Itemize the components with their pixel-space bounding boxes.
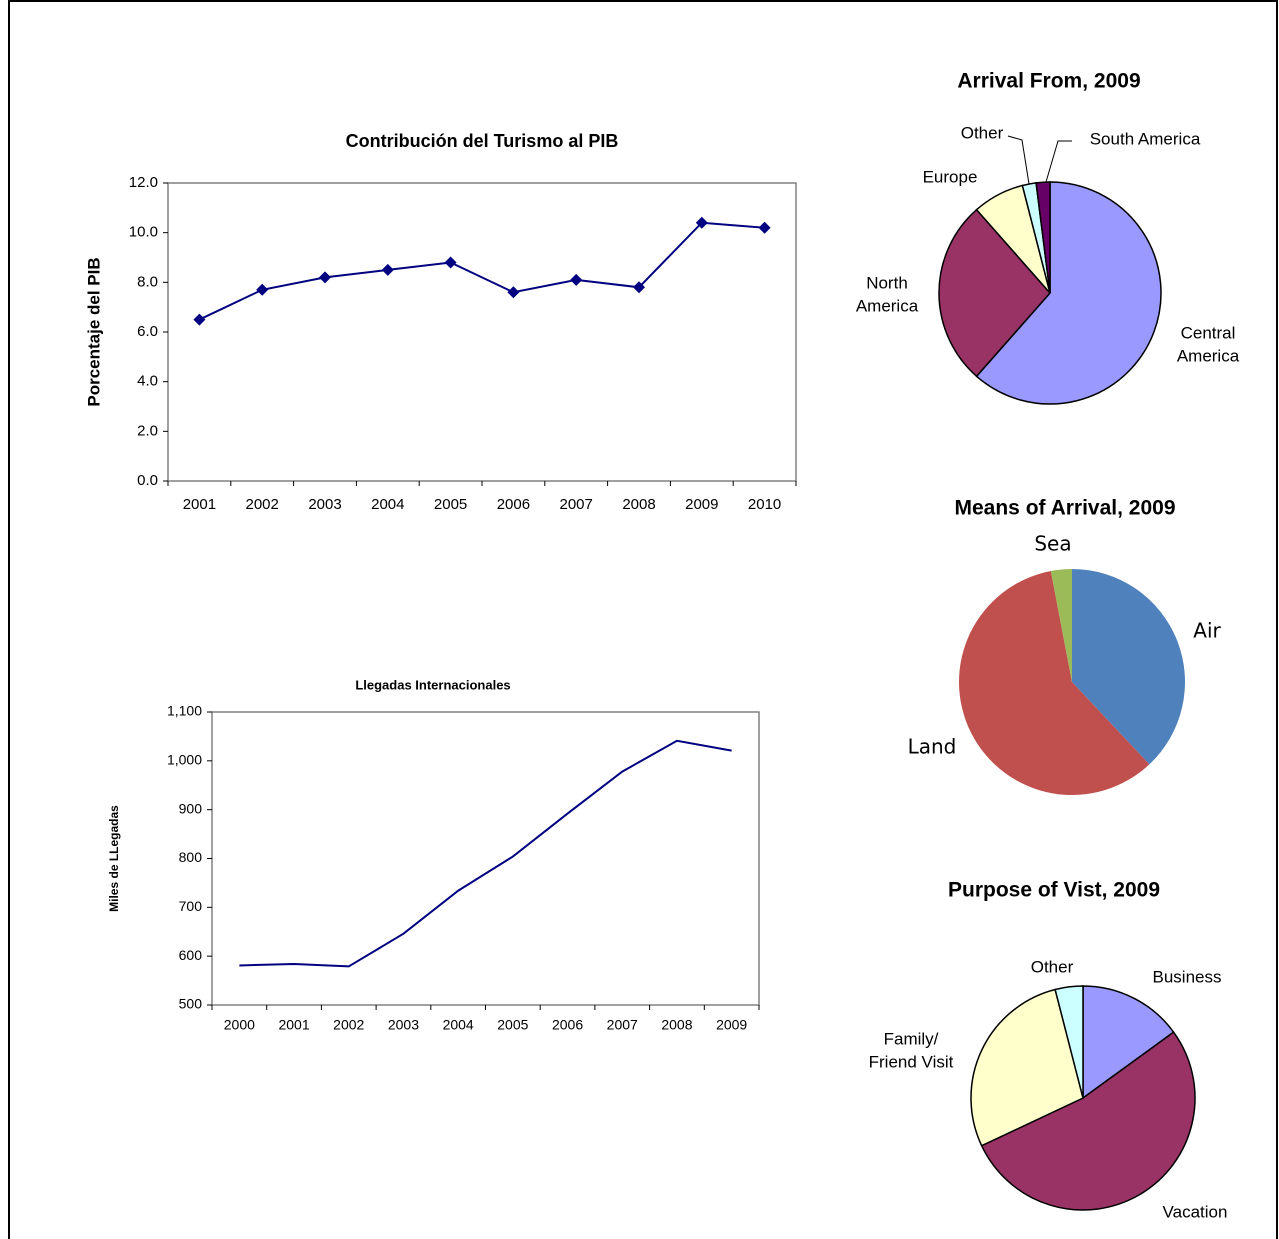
page-frame xyxy=(8,0,1278,1239)
marker xyxy=(444,256,457,269)
y-tick-label: 1,000 xyxy=(167,752,202,768)
x-tick-label: 2008 xyxy=(622,496,655,513)
x-tick-label: 2007 xyxy=(560,496,593,513)
y-tick-label: 10.0 xyxy=(129,224,158,241)
x-tick-label: 2009 xyxy=(685,496,718,513)
y-tick-label: 700 xyxy=(179,898,203,914)
pie-slice xyxy=(938,208,1051,378)
x-tick-label: 2008 xyxy=(661,1017,692,1033)
chart-title: Purpose of Vist, 2009 xyxy=(948,879,1160,902)
x-tick-label: 2005 xyxy=(434,496,467,513)
pie-slice xyxy=(959,571,1150,795)
marker xyxy=(695,216,708,229)
slice-label: Europe xyxy=(923,167,978,186)
marker xyxy=(633,281,645,294)
y-tick-label: 2.0 xyxy=(137,422,158,439)
x-tick-label: 2003 xyxy=(388,1017,419,1033)
x-tick-label: 2007 xyxy=(607,1017,638,1033)
y-tick-label: 12.0 xyxy=(129,174,158,191)
x-tick-label: 2002 xyxy=(333,1017,364,1033)
slice-label: South America xyxy=(1090,129,1201,148)
x-tick-label: 2002 xyxy=(246,496,279,513)
pie-slice xyxy=(970,988,1084,1147)
y-tick-label: 500 xyxy=(179,996,203,1012)
y-tick-label: 6.0 xyxy=(137,323,158,340)
y-tick-label: 800 xyxy=(179,849,203,865)
x-tick-label: 2005 xyxy=(497,1017,528,1033)
chart-title: Arrival From, 2009 xyxy=(957,70,1140,93)
x-tick-label: 2001 xyxy=(278,1017,309,1033)
x-tick-label: 2009 xyxy=(716,1017,747,1033)
slice-label: Central America xyxy=(1177,324,1240,366)
x-tick-label: 2004 xyxy=(443,1017,474,1033)
x-tick-label: 2006 xyxy=(552,1017,583,1033)
slice-label: North America xyxy=(856,274,919,316)
series-line xyxy=(198,221,765,321)
pie-slice xyxy=(1050,569,1072,682)
slice-label: Sea xyxy=(1034,532,1071,556)
marker xyxy=(193,313,206,326)
chart-title: Llegadas Internacionales xyxy=(355,677,510,692)
slice-label: Land xyxy=(908,735,957,759)
y-axis-label: Miles de LLegadas xyxy=(107,805,121,912)
x-tick-label: 2004 xyxy=(371,496,404,513)
y-tick-label: 0.0 xyxy=(137,472,158,489)
y-tick-label: 600 xyxy=(179,947,203,963)
pie-slice xyxy=(975,181,1162,405)
x-tick-label: 2003 xyxy=(308,496,341,513)
pie-slice xyxy=(1035,181,1051,294)
marker xyxy=(381,263,394,276)
marker xyxy=(256,283,269,296)
series-line xyxy=(239,739,732,968)
slice-label: Other xyxy=(961,123,1004,142)
x-tick-label: 2001 xyxy=(183,496,216,513)
slice-label: Air xyxy=(1193,619,1221,643)
pie-slice xyxy=(1072,569,1185,765)
marker xyxy=(570,273,583,286)
marker xyxy=(507,286,520,299)
marker xyxy=(758,221,771,234)
chart-title: Contribución del Turismo al PIB xyxy=(346,131,619,151)
pie-slice xyxy=(980,1031,1196,1211)
y-tick-label: 4.0 xyxy=(137,373,158,390)
chart-title: Means of Arrival, 2009 xyxy=(955,497,1176,520)
y-tick-label: 1,100 xyxy=(167,703,202,719)
x-tick-label: 2000 xyxy=(224,1017,255,1033)
pie-slice xyxy=(1082,985,1175,1100)
slice-label: Family/Friend Visit xyxy=(869,1030,954,1072)
slice-label: Vacation xyxy=(1163,1202,1228,1221)
leader-line xyxy=(1007,135,1030,185)
slice-label: Business xyxy=(1153,967,1222,986)
marker xyxy=(319,271,331,284)
y-axis-label: Porcentaje del PIB xyxy=(84,257,103,406)
x-tick-label: 2006 xyxy=(497,496,530,513)
leader-line xyxy=(1045,140,1072,183)
slice-label: Other xyxy=(1031,957,1074,976)
pie-slice xyxy=(1054,985,1084,1099)
y-tick-label: 900 xyxy=(179,800,203,816)
y-tick-label: 8.0 xyxy=(137,273,158,290)
plot-area xyxy=(211,711,760,1006)
x-tick-label: 2010 xyxy=(748,496,781,513)
